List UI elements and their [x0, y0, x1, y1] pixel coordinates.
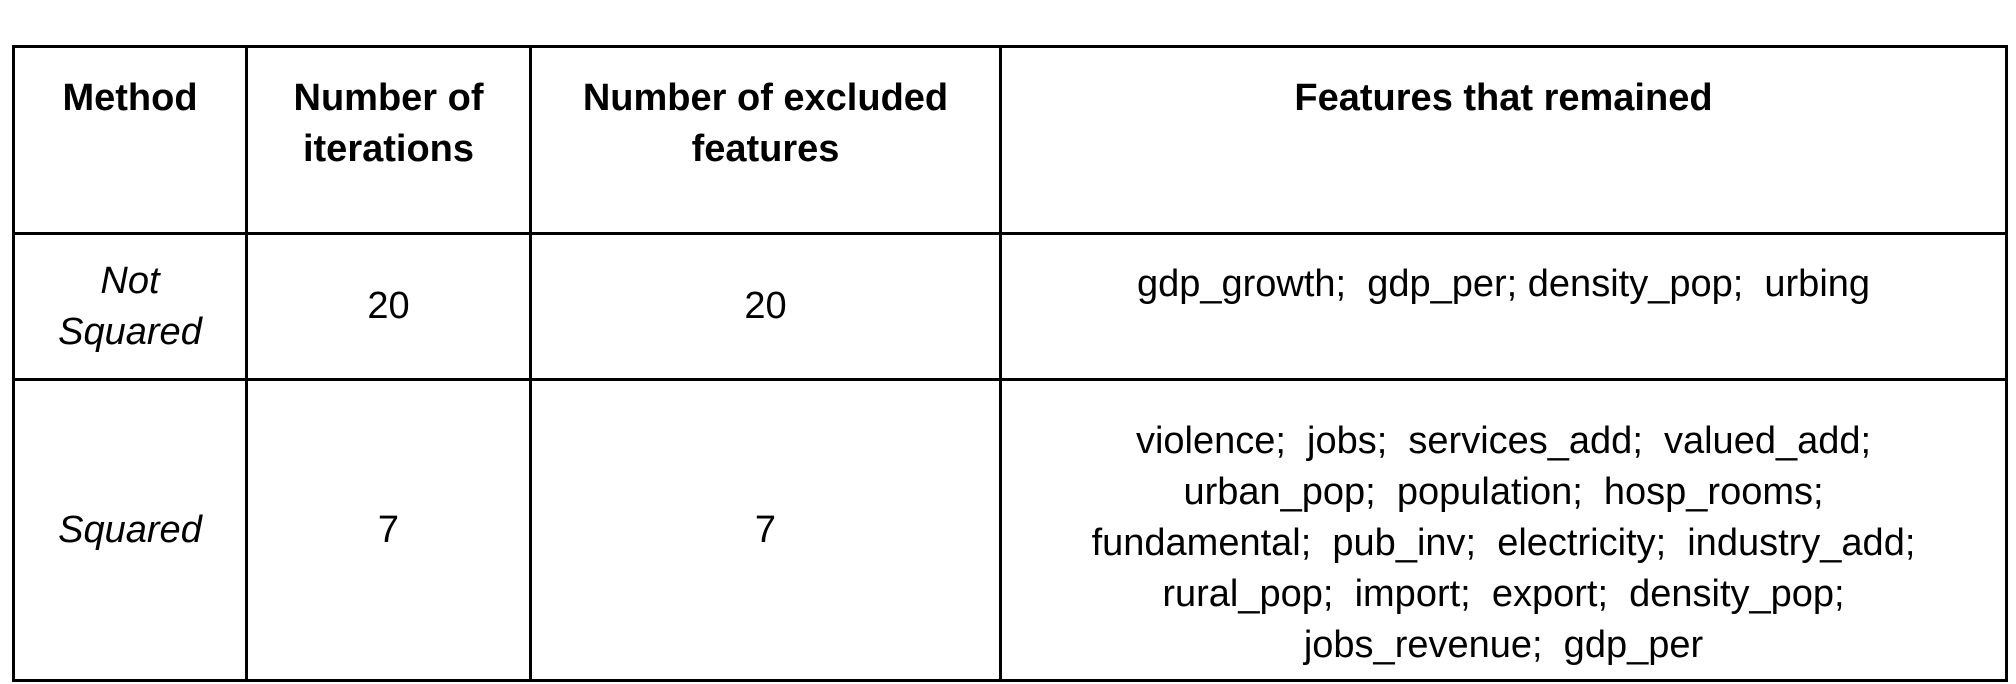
iterations-value: 7: [377, 508, 400, 551]
features-line: rural_pop; import; export; density_pop;: [1162, 572, 1845, 615]
results-table: Method Number of iterations Number of ex…: [12, 45, 2008, 682]
method-label-line1: Not: [100, 259, 160, 302]
header-excluded-line1: Number of excluded: [582, 77, 949, 119]
method-label: Squared: [58, 508, 202, 551]
cell-iterations: 20: [245, 232, 532, 381]
features-line: jobs_revenue; gdp_per: [1303, 623, 1704, 666]
cell-method: Not Squared: [12, 232, 248, 381]
table-row: Not Squared 20 20 gdp_growth; gdp_per; d…: [12, 232, 2008, 381]
excluded-value: 7: [754, 508, 777, 551]
excluded-value: 20: [744, 285, 787, 327]
table-row: Squared 7 7 violence; jobs; services_add…: [12, 378, 2008, 682]
table-header: Method Number of iterations Number of ex…: [12, 45, 2008, 235]
table-body: Not Squared 20 20 gdp_growth; gdp_per; d…: [12, 232, 2008, 682]
features-line: urban_pop; population; hosp_rooms;: [1183, 470, 1824, 513]
header-excluded-line2: features: [691, 128, 840, 170]
features-line: fundamental; pub_inv; electricity; indus…: [1091, 521, 1916, 564]
iterations-value: 20: [367, 285, 410, 327]
header-iterations: Number of iterations: [245, 45, 532, 235]
header-iterations-line1: Number of: [293, 77, 484, 119]
header-method: Method: [12, 45, 248, 235]
cell-excluded: 7: [529, 378, 1002, 682]
cell-excluded: 20: [529, 232, 1002, 381]
header-remained-label: Features that remained: [1294, 77, 1713, 119]
features-line: gdp_growth; gdp_per; density_pop; urbing: [1136, 263, 1871, 305]
header-remained: Features that remained: [999, 45, 2008, 235]
header-iterations-line2: iterations: [302, 128, 475, 170]
cell-features: violence; jobs; services_add; valued_add…: [999, 378, 2008, 682]
cell-features: gdp_growth; gdp_per; density_pop; urbing: [999, 232, 2008, 381]
method-label-line2: Squared: [58, 310, 202, 353]
features-line: violence; jobs; services_add; valued_add…: [1135, 419, 1872, 462]
cell-method: Squared: [12, 378, 248, 682]
header-row: Method Number of iterations Number of ex…: [12, 45, 2008, 235]
cell-iterations: 7: [245, 378, 532, 682]
header-method-label: Method: [62, 77, 198, 119]
header-excluded: Number of excluded features: [529, 45, 1002, 235]
